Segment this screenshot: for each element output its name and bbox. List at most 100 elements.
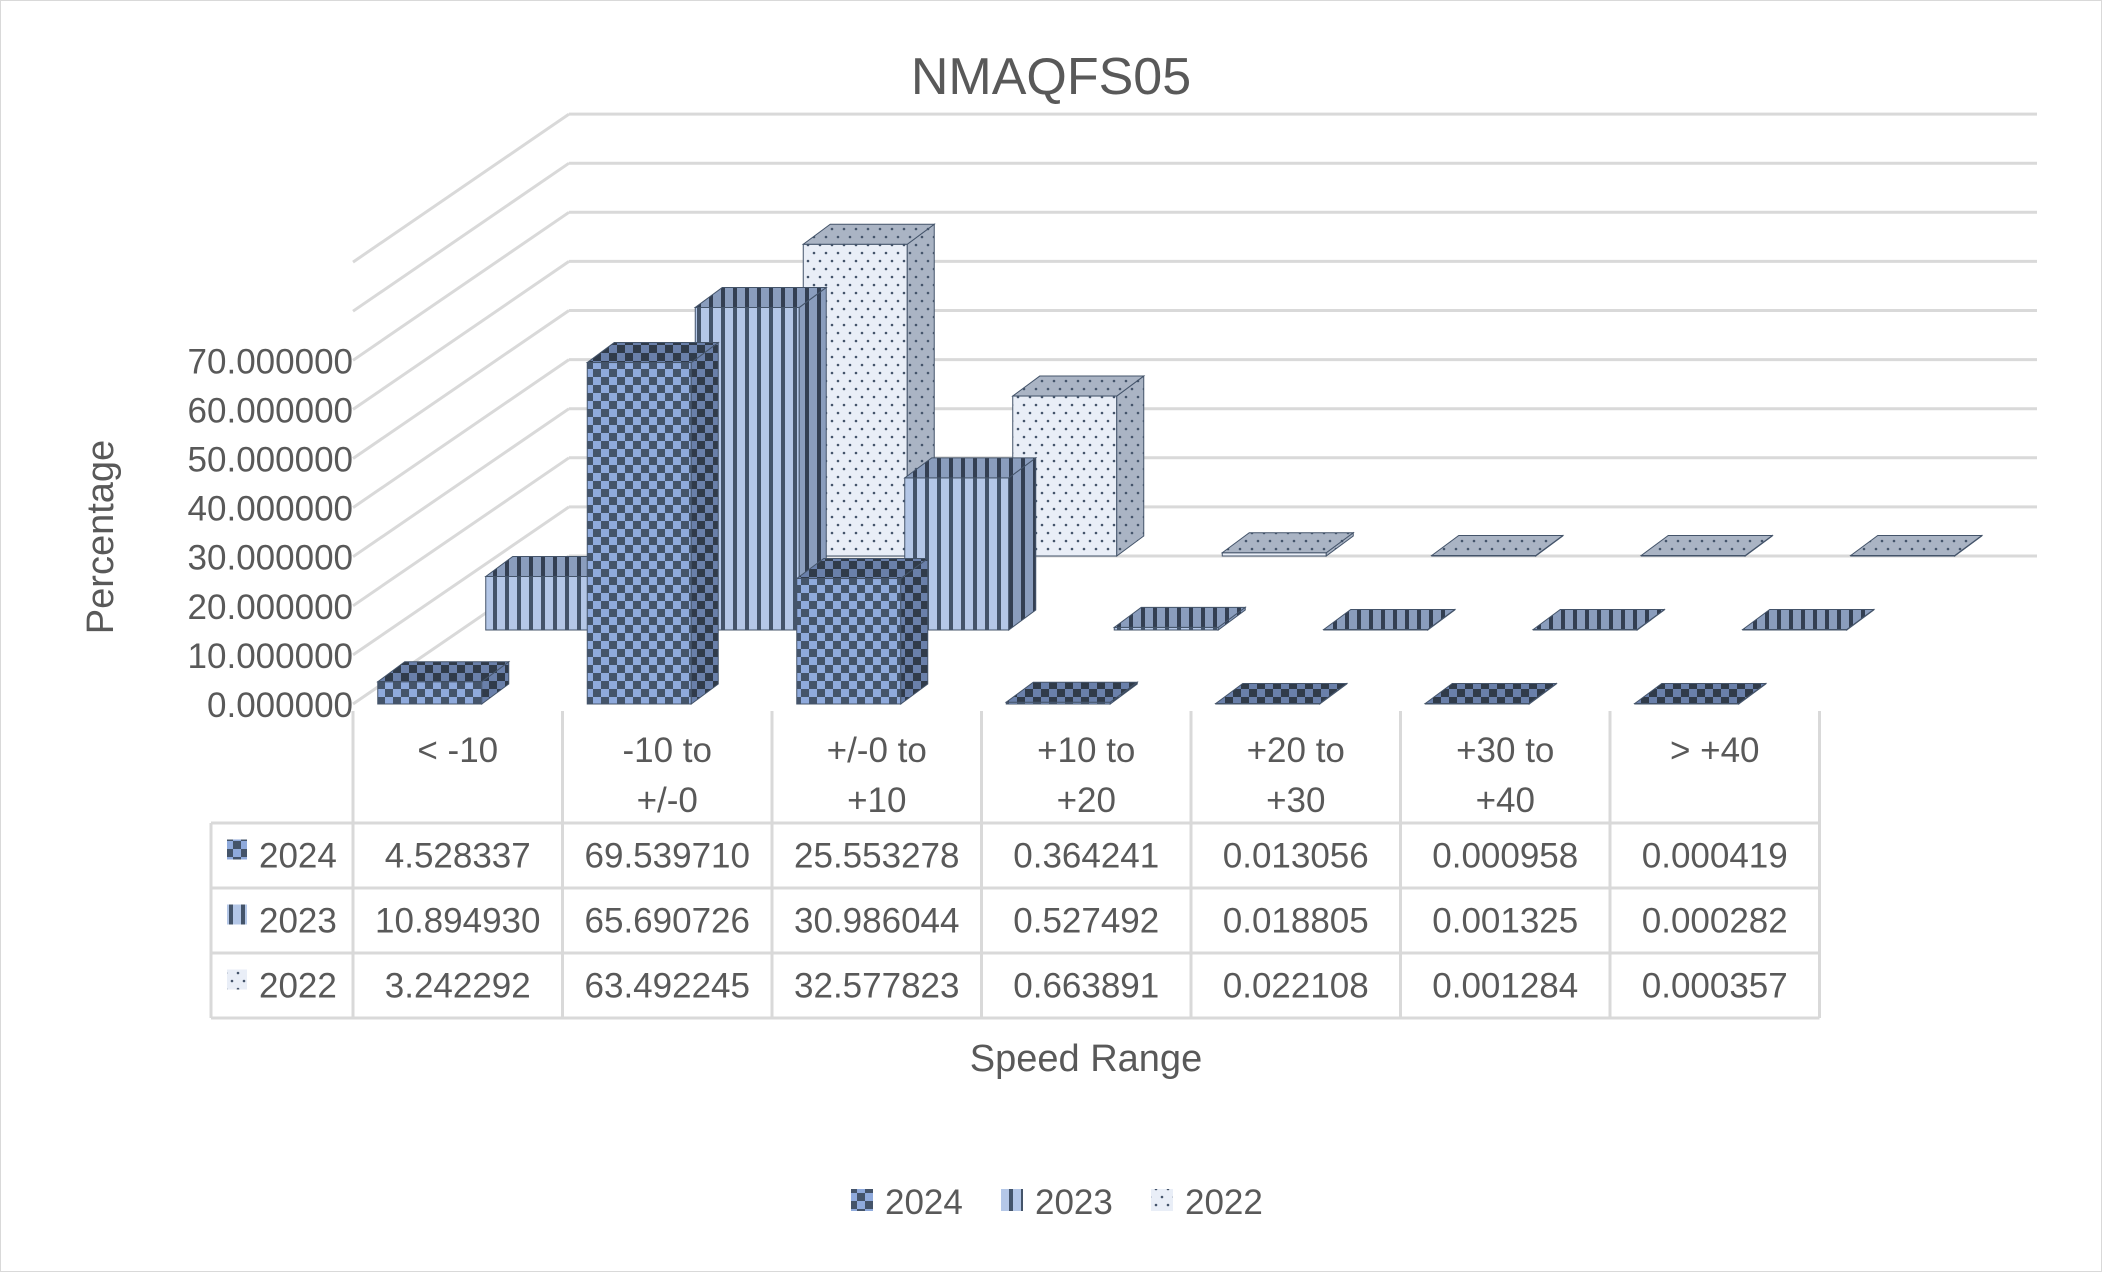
series-name: 2024 bbox=[259, 837, 337, 876]
table-cell: 0.000357 bbox=[1642, 967, 1788, 1006]
gridline-side bbox=[353, 360, 569, 508]
table-cell: 0.000282 bbox=[1642, 902, 1788, 941]
gridline-side bbox=[353, 409, 569, 557]
category-label: > +40 bbox=[1670, 731, 1760, 770]
bar-front bbox=[587, 363, 691, 704]
series-key-2023 bbox=[227, 905, 247, 925]
y-tick-label: 70.000000 bbox=[188, 342, 353, 381]
bar-2023-6 bbox=[1743, 610, 1874, 631]
y-tick-label: 60.000000 bbox=[188, 391, 353, 430]
category-label: +10 to bbox=[1037, 731, 1135, 770]
bar-side bbox=[1009, 458, 1036, 630]
table-cell: 0.000958 bbox=[1432, 837, 1578, 876]
bar-2022-4 bbox=[1432, 536, 1563, 557]
gridline-side bbox=[353, 163, 569, 311]
legend-label: 2024 bbox=[885, 1183, 963, 1222]
bar-top bbox=[1432, 536, 1563, 556]
y-tick-label: 10.000000 bbox=[188, 637, 353, 676]
chart-container: NMAQFS05 0.000000 10.000000 20.000000 30.00… bbox=[0, 0, 2102, 1272]
bar-top bbox=[1533, 610, 1664, 630]
category-label: +20 bbox=[1057, 781, 1116, 820]
bar-2022-3 bbox=[1222, 533, 1353, 556]
chart-title: NMAQFS05 bbox=[911, 48, 1191, 106]
legend-key-2023 bbox=[1001, 1189, 1023, 1211]
category-label: +30 to bbox=[1456, 731, 1554, 770]
bar-2024-4 bbox=[1216, 684, 1347, 705]
bar-side bbox=[901, 559, 928, 704]
y-axis-title: Percentage bbox=[80, 440, 122, 634]
bar-2024-0 bbox=[378, 662, 509, 704]
bar-side bbox=[1117, 376, 1144, 556]
y-tick-label: 20.000000 bbox=[188, 588, 353, 627]
bar-2023-3 bbox=[1114, 607, 1245, 630]
legend-label: 2022 bbox=[1185, 1183, 1263, 1222]
table-cell: 69.539710 bbox=[585, 837, 750, 876]
table-cell: 0.364241 bbox=[1013, 837, 1159, 876]
bar-side bbox=[691, 343, 718, 704]
category-label: +40 bbox=[1476, 781, 1535, 820]
bar-top bbox=[1743, 610, 1874, 630]
bar-top bbox=[1324, 610, 1455, 630]
legend: 2024 2023 2022 bbox=[851, 1183, 1263, 1222]
category-label: +10 bbox=[847, 781, 906, 820]
table-cell: 32.577823 bbox=[794, 967, 959, 1006]
bars bbox=[378, 224, 1982, 704]
table-cell: 0.001325 bbox=[1432, 902, 1578, 941]
table-cell: 0.001284 bbox=[1432, 967, 1578, 1006]
category-label: +30 bbox=[1266, 781, 1325, 820]
series-key-2024 bbox=[227, 840, 247, 860]
legend-key-2024 bbox=[851, 1189, 873, 1211]
bar-2024-3 bbox=[1006, 682, 1137, 704]
table-cell: 0.527492 bbox=[1013, 902, 1159, 941]
bar-2024-1 bbox=[587, 343, 718, 704]
table-cell: 25.553278 bbox=[794, 837, 959, 876]
bar-top bbox=[1425, 684, 1556, 704]
gridline-side bbox=[353, 311, 569, 459]
gridline-side bbox=[353, 212, 569, 360]
bar-front bbox=[797, 579, 901, 704]
gridline-side bbox=[353, 114, 569, 262]
bar-2024-6 bbox=[1635, 684, 1766, 705]
series-key-2022 bbox=[227, 970, 247, 990]
table-cell: 4.528337 bbox=[385, 837, 531, 876]
table-cell: 0.663891 bbox=[1013, 967, 1159, 1006]
bar-2022-6 bbox=[1851, 536, 1982, 557]
bar-2023-4 bbox=[1324, 610, 1455, 631]
category-label: +/-0 bbox=[637, 781, 698, 820]
category-label: +/-0 to bbox=[827, 731, 927, 770]
table-cell: 30.986044 bbox=[794, 902, 959, 941]
bar-top bbox=[1635, 684, 1766, 704]
bar-front bbox=[486, 577, 590, 630]
bar-top bbox=[1641, 536, 1772, 556]
bar-front bbox=[378, 682, 482, 704]
bar-2024-5 bbox=[1425, 684, 1556, 705]
bar-2023-5 bbox=[1533, 610, 1664, 631]
data-table: < -10 -10 to +/-0 +/-0 to +10 +10 to +20 +20 to… bbox=[211, 711, 1820, 1018]
table-cell: 3.242292 bbox=[385, 967, 531, 1006]
series-name: 2022 bbox=[259, 967, 337, 1006]
category-label: -10 to bbox=[623, 731, 713, 770]
table-cell: 0.013056 bbox=[1223, 837, 1369, 876]
gridline-side bbox=[353, 261, 569, 409]
y-tick-label: 30.000000 bbox=[188, 539, 353, 578]
y-tick-label: 50.000000 bbox=[188, 441, 353, 480]
x-axis-title: Speed Range bbox=[970, 1038, 1202, 1080]
y-axis: 0.000000 10.000000 20.000000 30.000000 40.00… bbox=[188, 342, 353, 725]
category-label: +20 to bbox=[1247, 731, 1345, 770]
y-tick-label: 40.000000 bbox=[188, 490, 353, 529]
table-cell: 65.690726 bbox=[585, 902, 750, 941]
table-cell: 0.000419 bbox=[1642, 837, 1788, 876]
legend-key-2022 bbox=[1151, 1189, 1173, 1211]
table-cell: 10.894930 bbox=[375, 902, 540, 941]
bar-2022-5 bbox=[1641, 536, 1772, 557]
bar-top bbox=[1216, 684, 1347, 704]
table-cell: 0.022108 bbox=[1223, 967, 1369, 1006]
y-tick-label: 0.000000 bbox=[207, 686, 353, 725]
table-cell: 0.018805 bbox=[1223, 902, 1369, 941]
bar-top bbox=[1006, 682, 1137, 702]
bar-top bbox=[1851, 536, 1982, 556]
chart-svg: NMAQFS05 0.000000 10.000000 20.000000 30.00… bbox=[1, 1, 2101, 1271]
category-label: < -10 bbox=[417, 731, 498, 770]
table-cell: 63.492245 bbox=[585, 967, 750, 1006]
bar-2024-2 bbox=[797, 559, 928, 704]
